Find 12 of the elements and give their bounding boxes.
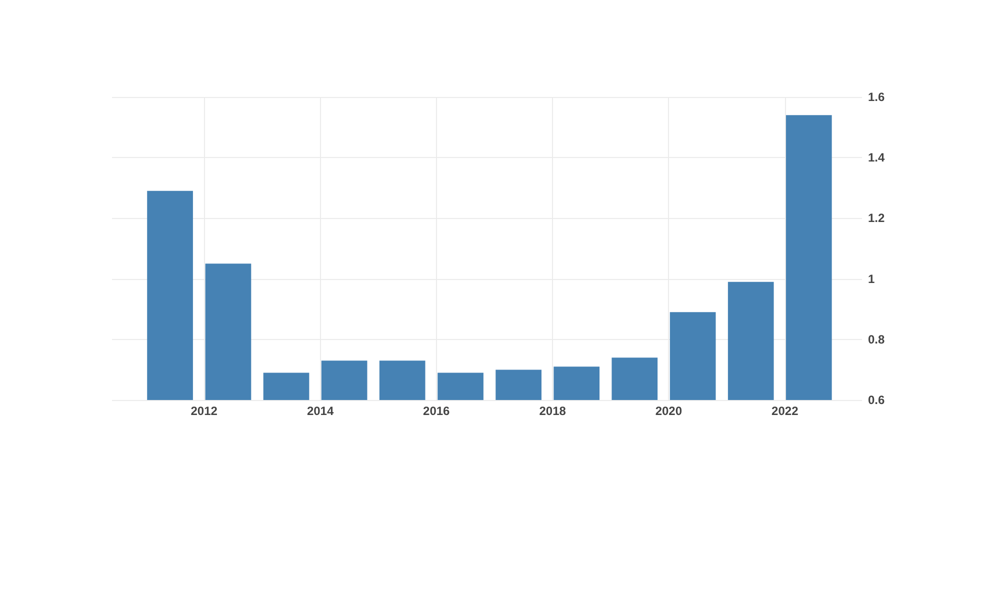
x-tick-label: 2020 bbox=[655, 404, 682, 418]
x-tick-label: 2018 bbox=[539, 404, 566, 418]
x-tick-label: 2012 bbox=[190, 404, 218, 418]
x-tick-label: 2016 bbox=[423, 404, 450, 418]
y-tick-label: 0.8 bbox=[868, 332, 886, 346]
y-tick-label: 1 bbox=[868, 272, 875, 286]
y-tick-label: 1.2 bbox=[868, 211, 886, 226]
x-tick-label: 2014 bbox=[306, 404, 334, 418]
y-tick-label: 1.4 bbox=[868, 150, 886, 165]
y-tick-label: 0.6 bbox=[868, 393, 886, 407]
x-tick-label: 2022 bbox=[772, 404, 799, 418]
y-tick-label: 1.6 bbox=[868, 90, 886, 104]
